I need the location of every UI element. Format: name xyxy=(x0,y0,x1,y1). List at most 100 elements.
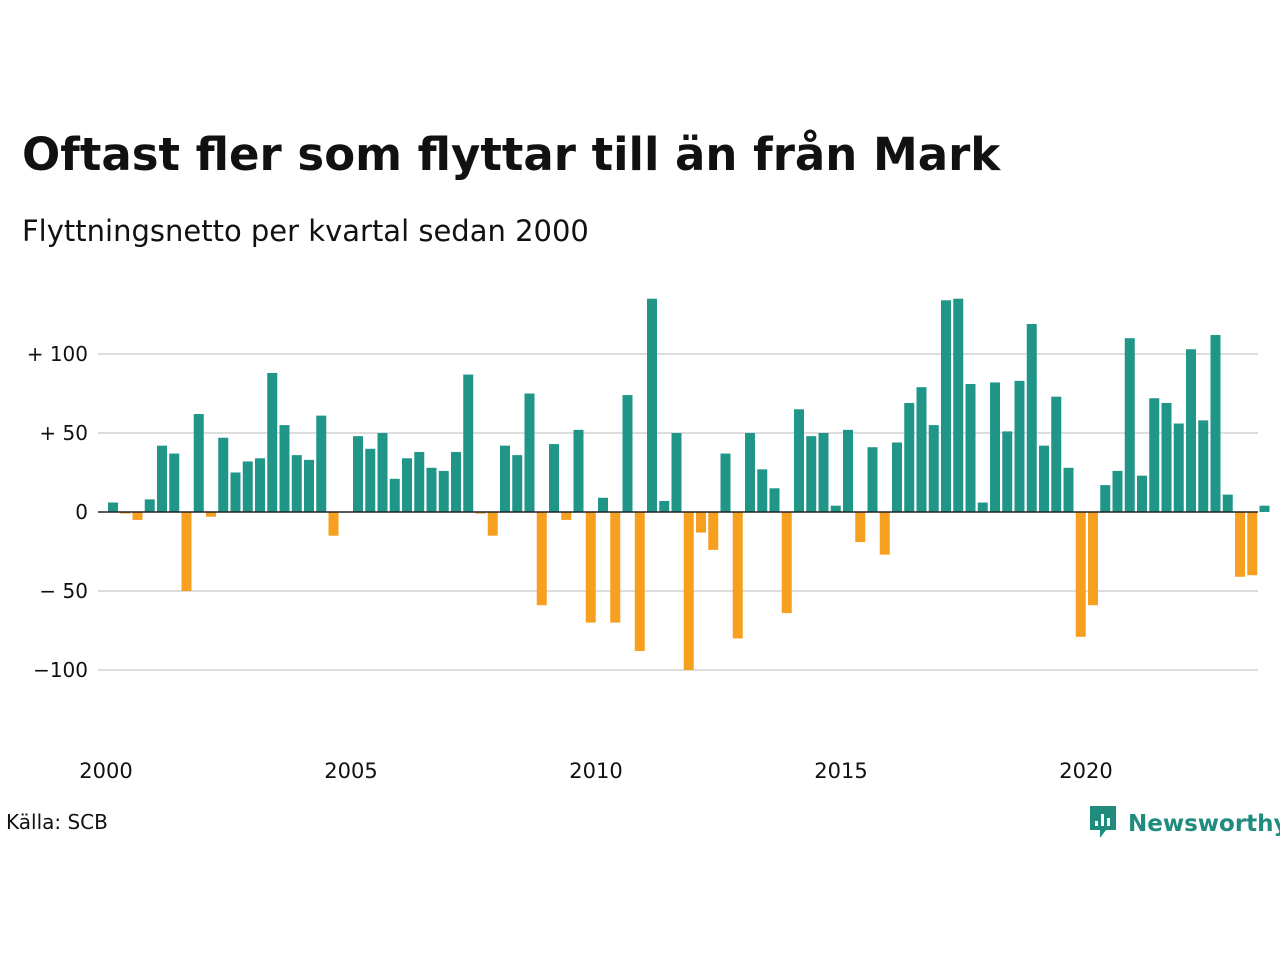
bar-2010-k2 xyxy=(610,512,621,623)
bar-2000-k4 xyxy=(144,499,155,512)
bar-2017-k4 xyxy=(977,502,988,512)
bar-2022-k3 xyxy=(1210,335,1221,512)
bar-2014-k3 xyxy=(818,433,829,512)
x-axis-tick-labels: 2000 2005 2010 2015 2020 xyxy=(79,759,1112,783)
bar-2013-k4 xyxy=(781,512,792,614)
bar-2004-k2 xyxy=(316,415,327,512)
bar-2016-k2 xyxy=(904,402,915,512)
bar-2023-k1 xyxy=(1235,512,1245,577)
bar-2013-k3 xyxy=(769,488,780,512)
bar-2003-k4 xyxy=(291,455,302,512)
bar-2011-k3 xyxy=(671,433,682,512)
bar-2000-k1 xyxy=(108,502,118,512)
y-tick-label: + 50 xyxy=(39,421,88,445)
bar-2018-k2 xyxy=(1002,431,1013,512)
bar-2023-k2 xyxy=(1247,512,1258,576)
bar-2014-k2 xyxy=(806,436,817,512)
bar-2008-k1 xyxy=(500,445,510,512)
bar-2005-k3 xyxy=(377,433,388,512)
bar-2003-k2 xyxy=(267,372,278,512)
newsworthy-logo-icon xyxy=(1088,804,1118,844)
y-tick-label: − 50 xyxy=(39,579,88,603)
bar-2002-k1 xyxy=(206,512,216,517)
bar-2023-k3 xyxy=(1259,505,1270,512)
bar-2016-k1 xyxy=(892,442,902,512)
bar-2011-k2 xyxy=(659,500,670,512)
x-tick-label: 2015 xyxy=(814,759,867,783)
bar-2016-k3 xyxy=(916,387,927,512)
brand-name: Newsworthy xyxy=(1128,811,1280,837)
bar-2005-k4 xyxy=(389,478,400,512)
source-note: Källa: SCB xyxy=(6,810,108,834)
bar-2022-k1 xyxy=(1186,349,1196,512)
bar-2012-k4 xyxy=(732,512,743,639)
bar-2007-k2 xyxy=(463,374,474,512)
bar-2013-k2 xyxy=(757,469,768,512)
bar-2009-k2 xyxy=(561,512,572,520)
bar-2020-k4 xyxy=(1124,338,1135,512)
bar-2016-k4 xyxy=(928,425,939,512)
y-tick-label: 0 xyxy=(75,500,88,524)
bar-2010-k4 xyxy=(634,512,645,652)
bar-2008-k2 xyxy=(512,455,523,512)
bar-2017-k2 xyxy=(953,298,964,512)
bar-2019-k2 xyxy=(1051,396,1062,512)
bar-2012-k1 xyxy=(696,512,706,533)
bar-2003-k1 xyxy=(255,458,265,512)
bar-2012-k3 xyxy=(720,453,731,512)
bar-2017-k1 xyxy=(941,300,951,512)
bar-2021-k4 xyxy=(1173,423,1184,512)
bar-2006-k2 xyxy=(414,451,425,512)
bar-2014-k1 xyxy=(794,409,804,512)
bar-2001-k2 xyxy=(169,453,180,512)
bar-2001-k1 xyxy=(157,445,167,512)
bar-2015-k3 xyxy=(867,447,878,512)
bar-2022-k2 xyxy=(1198,420,1209,512)
bar-2009-k3 xyxy=(573,429,584,512)
bar-2002-k3 xyxy=(230,472,241,512)
bar-2001-k4 xyxy=(193,414,204,512)
bar-2006-k3 xyxy=(426,467,437,512)
bar-2010-k1 xyxy=(598,497,608,512)
bar-2000-k3 xyxy=(132,512,143,520)
bar-2008-k3 xyxy=(524,393,535,512)
y-axis-tick-labels: + 100 + 50 0 − 50 −100 xyxy=(27,342,88,682)
bar-2007-k3 xyxy=(475,512,486,514)
bar-2008-k4 xyxy=(536,512,547,606)
grid-lines xyxy=(98,353,1258,671)
bar-2021-k2 xyxy=(1149,398,1160,512)
bar-2001-k3 xyxy=(181,512,192,591)
bar-2015-k4 xyxy=(879,512,890,555)
bar-2019-k4 xyxy=(1075,512,1086,637)
x-tick-label: 2000 xyxy=(79,759,132,783)
brand-logo[interactable]: Newsworthy xyxy=(1088,804,1280,844)
bar-2019-k3 xyxy=(1063,467,1074,512)
bar-2020-k1 xyxy=(1088,512,1098,606)
bar-2011-k1 xyxy=(647,298,657,512)
bar-2014-k4 xyxy=(830,505,841,512)
bar-2002-k2 xyxy=(218,437,229,512)
x-tick-label: 2010 xyxy=(569,759,622,783)
bar-2000-k2 xyxy=(120,512,131,514)
bar-2020-k3 xyxy=(1112,470,1123,512)
x-tick-label: 2005 xyxy=(324,759,377,783)
x-tick-label: 2020 xyxy=(1059,759,1112,783)
bar-2005-k1 xyxy=(353,436,363,512)
bar-2018-k3 xyxy=(1014,380,1025,512)
bar-2012-k2 xyxy=(708,512,719,550)
bar-2018-k4 xyxy=(1026,323,1037,512)
bar-2004-k1 xyxy=(304,459,314,512)
bar-2013-k1 xyxy=(745,433,755,512)
bar-2015-k2 xyxy=(855,512,866,543)
bar-2006-k4 xyxy=(438,470,449,512)
bar-2007-k4 xyxy=(487,512,498,536)
bar-2002-k4 xyxy=(242,461,253,512)
bar-2020-k2 xyxy=(1100,485,1111,512)
bar-2003-k3 xyxy=(279,425,290,512)
bar-2019-k1 xyxy=(1039,445,1049,512)
bar-2010-k3 xyxy=(622,395,633,512)
chart-subtitle: Flyttningsnetto per kvartal sedan 2000 xyxy=(22,214,589,248)
bar-2021-k1 xyxy=(1137,475,1147,512)
bar-2022-k4 xyxy=(1222,494,1233,512)
bar-2021-k3 xyxy=(1161,402,1172,512)
